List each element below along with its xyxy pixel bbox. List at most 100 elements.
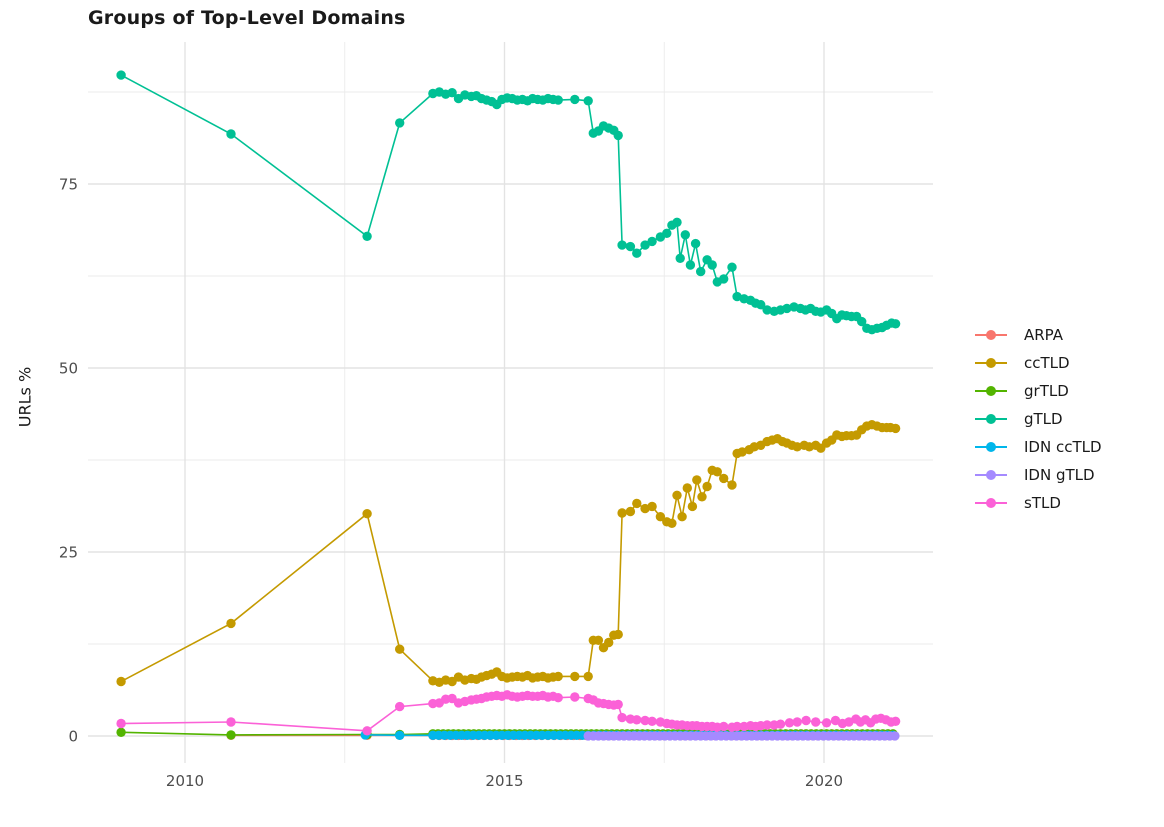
data-point [570,94,580,105]
legend-key-icon [974,354,1008,372]
data-point [677,512,687,522]
data-point [604,637,614,648]
data-point [632,715,642,725]
data-point [811,717,821,727]
data-point [553,95,563,105]
legend-label: IDN ccTLD [1024,438,1102,456]
legend-entry-idn-cctld: IDN ccTLD [974,433,1102,461]
data-point [395,701,405,712]
y-tick-label: 50 [59,360,78,378]
data-point [116,676,126,687]
axis-tick-labels: 0 25 50 75 2010 2015 2020 [59,176,843,791]
data-point [672,217,682,227]
legend-entry-arpa: ARPA [974,321,1102,349]
data-point [792,442,802,452]
legend-key-icon [974,410,1008,428]
data-point [613,699,623,710]
data-point [632,248,642,258]
series-gtld [116,70,901,335]
data-point [890,423,901,434]
data-point [784,718,795,728]
data-point [640,715,650,726]
legend-label: ARPA [1024,326,1064,344]
data-point [226,618,236,629]
data-point [890,716,901,726]
data-point [672,490,682,500]
minor-gridlines [88,42,933,763]
chart-title: Groups of Top-Level Domains [88,7,406,29]
legend-key-icon [974,382,1008,400]
data-point [712,467,722,477]
data-point [625,506,636,517]
x-tick-label: 2015 [485,772,523,790]
data-point [782,303,792,314]
legend-entry-idn-gtld: IDN gTLD [974,461,1102,489]
legend-entry-stld: sTLD [974,489,1102,517]
data-point [821,718,832,728]
data-point [690,238,701,249]
data-point [762,305,772,315]
legend-label: gTLD [1024,410,1063,428]
legend-label: sTLD [1024,494,1061,512]
data-point [685,260,696,270]
legend-key-icon [974,326,1008,344]
data-point [617,240,627,250]
data-point [116,70,126,80]
legend-label: ccTLD [1024,354,1070,372]
data-point [632,498,642,509]
data-point [697,492,707,502]
series-cctld [116,420,901,687]
series-stld [116,690,901,736]
data-point [570,692,580,702]
series-line [120,74,896,331]
data-point [707,260,717,270]
legend-label: grTLD [1024,382,1069,400]
data-point [696,266,706,277]
data-point [395,730,405,740]
data-point [116,718,126,729]
data-point [692,475,702,485]
legend-entry-cctld: ccTLD [974,349,1102,377]
data-point [553,693,563,703]
data-point [625,241,636,252]
x-tick-label: 2020 [805,772,843,790]
y-tick-label: 75 [59,176,78,194]
y-tick-label: 25 [59,544,78,562]
legend-key-icon [974,494,1008,512]
data-point [647,236,657,247]
data-point [727,262,737,272]
data-point [640,240,650,250]
data-point [680,230,690,240]
data-point [593,635,604,645]
data-point [687,501,698,512]
data-point [362,726,372,736]
data-point [662,228,672,238]
y-tick-label: 0 [68,728,78,746]
data-point [447,88,457,98]
data-point [116,727,126,737]
data-point [890,731,900,741]
data-point [395,118,405,128]
data-point [756,300,766,310]
legend: ARPA ccTLD grTLD gTLD IDN ccTLD IDN gTLD sTLD [974,321,1102,517]
data-point [719,274,729,284]
data-point [801,715,811,726]
data-point [682,483,692,493]
data-point [226,717,236,727]
data-point [226,129,236,139]
legend-entry-gtld: gTLD [974,405,1102,433]
data-point [667,518,677,528]
data-point [857,316,867,327]
legend-entry-grtld: grTLD [974,377,1102,405]
data-point [226,730,236,740]
data-point [647,501,657,512]
data-point [732,721,742,732]
legend-label: IDN gTLD [1024,466,1095,484]
major-gridlines [88,42,933,763]
data-point [647,716,657,726]
data-point [890,319,901,329]
data-point [719,473,729,484]
data-point [775,719,786,729]
